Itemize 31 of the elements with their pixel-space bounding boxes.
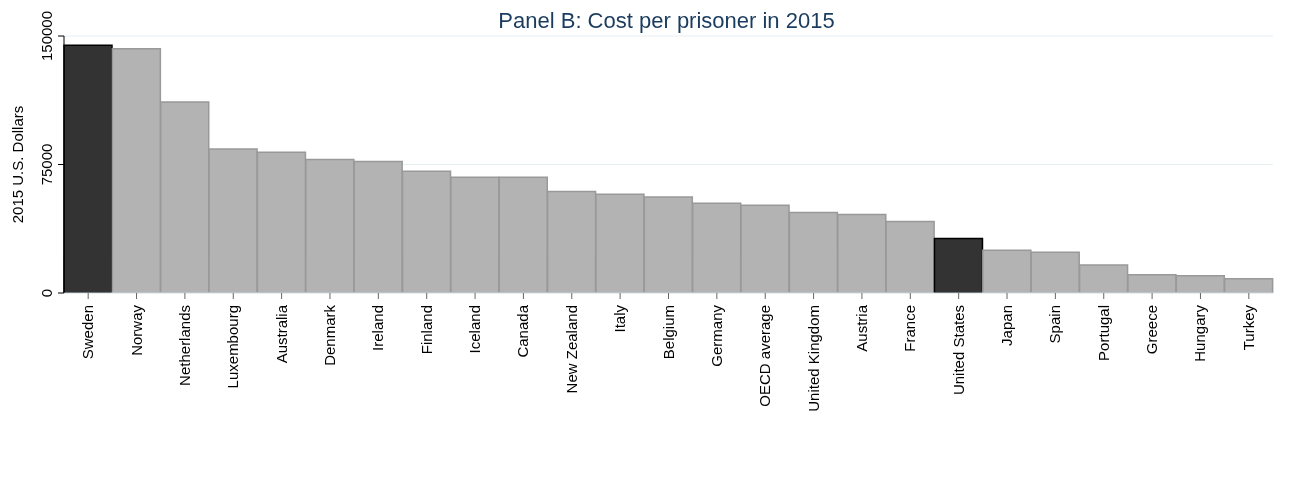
- x-tick-label: United Kingdom: [804, 305, 822, 412]
- x-tick-label: France: [901, 305, 919, 352]
- y-tick-label: 0: [38, 288, 55, 298]
- y-axis-title: 2015 U.S. Dollars: [9, 105, 27, 224]
- x-tick-label: Greece: [1143, 305, 1161, 355]
- x-tick-label: Turkey: [1239, 304, 1257, 351]
- x-tick-label: Denmark: [320, 304, 338, 366]
- bar: [933, 237, 984, 293]
- y-tick-label: 75000: [38, 143, 55, 186]
- x-tick-label: Iceland: [466, 305, 484, 354]
- x-tick-label: United States: [949, 305, 967, 396]
- x-tick-label: New Zealand: [562, 305, 580, 394]
- x-tick-label: Hungary: [1191, 304, 1209, 362]
- x-tick-label: Portugal: [1094, 305, 1112, 361]
- x-tick-label: Ireland: [369, 305, 387, 351]
- x-tick-label: Italy: [611, 304, 629, 333]
- x-tick-label: Austria: [852, 304, 870, 352]
- x-tick-label: Japan: [998, 305, 1016, 346]
- x-tick-label: Finland: [417, 305, 435, 355]
- y-tick-label: 150000: [38, 10, 55, 62]
- x-tick-label: Belgium: [659, 305, 677, 360]
- x-tick-label: OECD average: [756, 305, 774, 407]
- chart-title: Panel B: Cost per prisoner in 2015: [498, 8, 835, 33]
- x-tick-label: Norway: [127, 304, 145, 356]
- x-tick-label: Luxembourg: [224, 305, 242, 389]
- x-tick-label: Australia: [272, 304, 290, 364]
- x-tick-label: Spain: [1046, 305, 1064, 344]
- x-tick-label: Netherlands: [175, 305, 193, 386]
- x-tick-label: Canada: [514, 304, 532, 358]
- x-tick-label: Germany: [707, 304, 725, 367]
- x-tick-label: Sweden: [79, 305, 97, 360]
